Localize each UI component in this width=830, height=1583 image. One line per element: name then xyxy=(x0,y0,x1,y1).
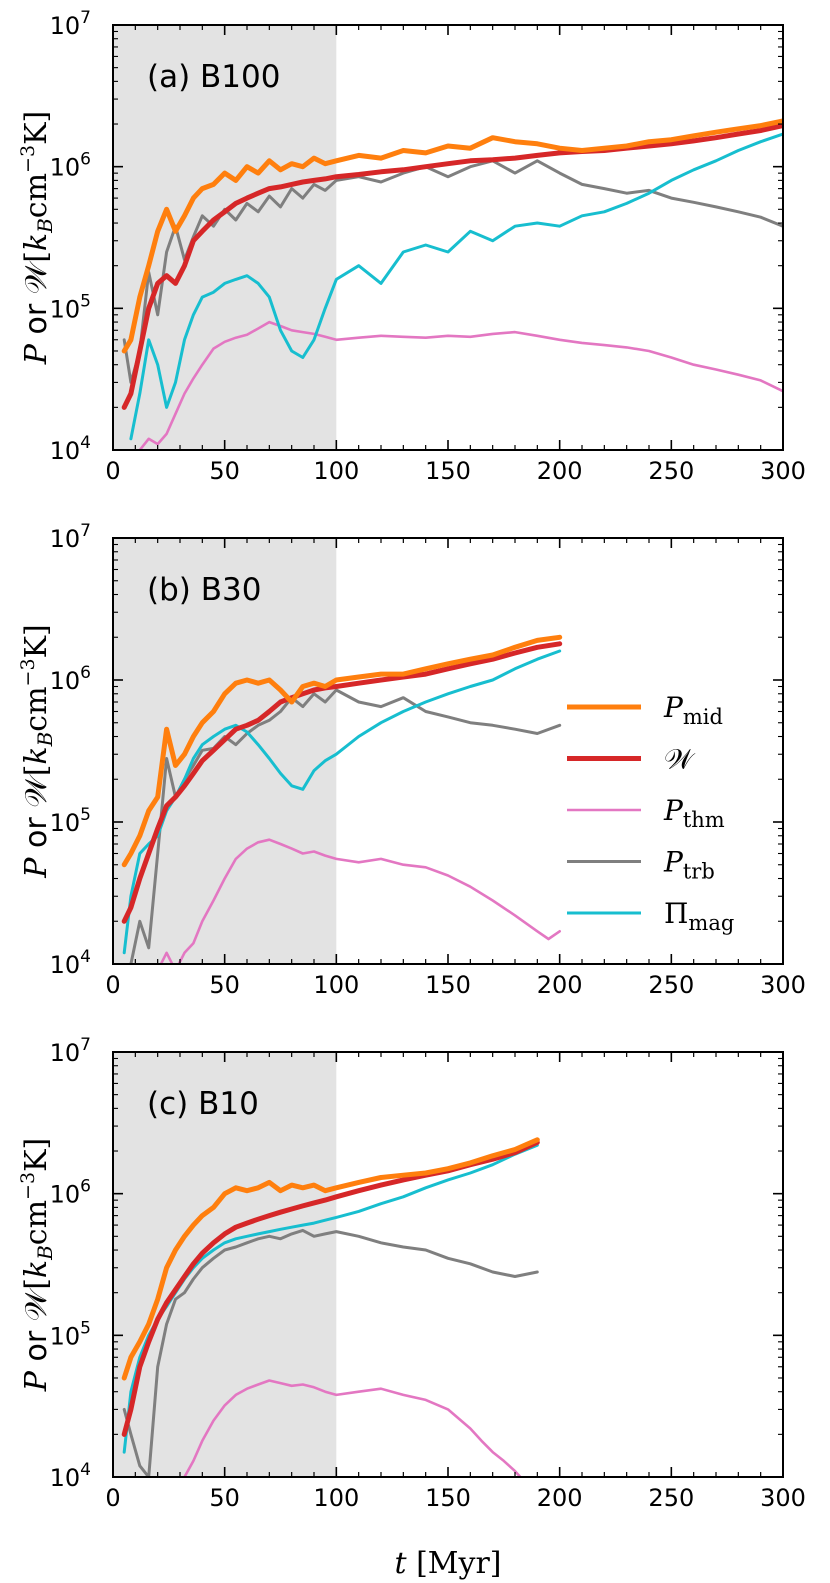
series-line-P_thm xyxy=(137,320,783,450)
series-line-P_mid xyxy=(121,634,563,868)
legend: Pmid 𝒲 Pthm Ptrb Πmag xyxy=(567,691,734,935)
series-line-P_mid xyxy=(121,1137,540,1381)
x-tick-label: 300 xyxy=(760,971,806,999)
x-tick-label: 100 xyxy=(313,457,359,485)
panel-a: 0 50 100 150 200 250 300 104 105 106 107 (a) B100 P … xyxy=(17,8,806,485)
shaded-region xyxy=(113,25,337,450)
y-tick-label: 106 xyxy=(50,150,91,182)
x-axis-label: t [Myr] xyxy=(394,1546,501,1581)
y-axis-label: P or 𝒲[kBcm−3K] xyxy=(17,1138,57,1392)
y-tick-label: 104 xyxy=(50,1460,91,1492)
x-tick-label: 200 xyxy=(537,1484,583,1512)
series-line-P_thm xyxy=(159,838,561,964)
legend-label: 𝒲 xyxy=(664,743,696,776)
legend-entry-P_mid: Pmid xyxy=(567,691,723,729)
x-tick-label: 0 xyxy=(105,971,120,999)
x-tick-label: 100 xyxy=(313,1484,359,1512)
y-tick-label: 105 xyxy=(50,805,91,837)
x-tick-label: 300 xyxy=(760,1484,806,1512)
y-axis-label: P or 𝒲[kBcm−3K] xyxy=(17,624,57,878)
x-tick-label: 150 xyxy=(425,971,471,999)
series-line-P_trb xyxy=(122,159,783,384)
y-tick-label: 107 xyxy=(50,8,91,40)
panel-title: (a) B100 xyxy=(147,59,280,95)
y-tick-label: 105 xyxy=(50,1318,91,1350)
shaded-region xyxy=(113,538,337,964)
x-tick-label: 200 xyxy=(537,457,583,485)
series-line-W xyxy=(121,641,563,924)
series-group xyxy=(121,1137,540,1477)
legend-label: Pthm xyxy=(663,794,725,832)
series-line-W xyxy=(121,123,783,410)
legend-entry-P_trb: Ptrb xyxy=(567,846,715,884)
series-group xyxy=(121,634,563,964)
x-tick-label: 200 xyxy=(537,971,583,999)
y-tick-label: 105 xyxy=(50,291,91,323)
x-tick-label: 150 xyxy=(425,457,471,485)
series-line-Pi_mag xyxy=(129,132,783,441)
x-tick-label: 50 xyxy=(209,457,240,485)
series-line-P_mid xyxy=(121,118,783,354)
y-tick-label: 104 xyxy=(50,947,91,979)
series-group xyxy=(121,118,783,450)
series-line-P_trb xyxy=(122,1228,539,1477)
x-tick-label: 0 xyxy=(105,457,120,485)
panel-title: (b) B30 xyxy=(147,572,261,608)
legend-entry-Pi_mag: Πmag xyxy=(567,897,734,935)
legend-entry-P_thm: Pthm xyxy=(567,794,725,832)
x-tick-label: 50 xyxy=(209,971,240,999)
panels: 0 50 100 150 200 250 300 104 105 106 107 (a) B100 P … xyxy=(17,8,806,1512)
x-tick-label: 250 xyxy=(648,1484,694,1512)
legend-label: Ptrb xyxy=(663,846,715,884)
y-axis-label: P or 𝒲[kBcm−3K] xyxy=(17,111,57,365)
x-tick-label: 0 xyxy=(105,1484,120,1512)
y-tick-label: 106 xyxy=(50,663,91,695)
series-line-P_thm xyxy=(182,1379,523,1477)
x-tick-label: 300 xyxy=(760,457,806,485)
x-tick-label: 50 xyxy=(209,1484,240,1512)
legend-label: Pmid xyxy=(663,691,723,729)
x-tick-label: 100 xyxy=(313,971,359,999)
legend-label: Πmag xyxy=(664,897,734,935)
y-tick-label: 106 xyxy=(50,1177,91,1209)
panel-title: (c) B10 xyxy=(147,1086,259,1122)
y-tick-label: 107 xyxy=(50,521,91,553)
x-tick-label: 150 xyxy=(425,1484,471,1512)
panel-b: 0 50 100 150 200 250 300 104 105 106 107 (b) B30 P o… xyxy=(17,521,806,999)
x-tick-label: 250 xyxy=(648,971,694,999)
legend-entry-W: 𝒲 xyxy=(567,743,696,776)
panel-c: 0 50 100 150 200 250 300 104 105 106 107 (c) B10 P o… xyxy=(17,1035,806,1512)
x-tick-label: 250 xyxy=(648,457,694,485)
series-line-P_trb xyxy=(128,688,562,964)
y-tick-label: 107 xyxy=(50,1035,91,1067)
y-tick-label: 104 xyxy=(50,433,91,465)
